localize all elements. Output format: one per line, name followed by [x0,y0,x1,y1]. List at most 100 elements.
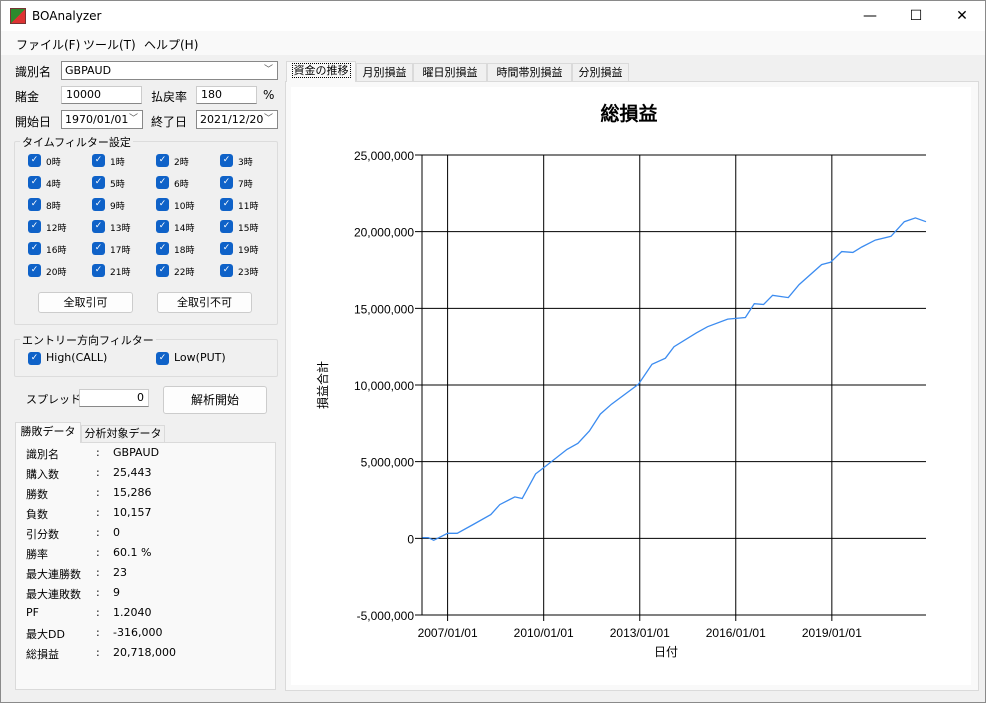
start-date-picker[interactable]: 1970/01/01 ﹀ [61,110,143,129]
result-value: 23 [113,566,127,579]
hour-8-label: 8時 [46,202,61,212]
hour-23-label: 23時 [238,268,259,278]
chart-tab-1[interactable]: 月別損益 [356,63,413,81]
y-tick-label: 25,000,000 [354,149,414,163]
high-checkbox[interactable]: ✓ [28,352,41,365]
all-on-button[interactable]: 全取引可 [38,292,133,313]
hour-16-label: 16時 [46,246,67,256]
result-value: 9 [113,586,120,599]
chevron-down-icon: ﹀ [263,114,273,124]
x-axis-label: 日付 [654,645,678,659]
low-label: Low(PUT) [174,351,226,364]
hour-20-checkbox[interactable]: ✓ [28,264,41,277]
hour-23-checkbox[interactable]: ✓ [220,264,233,277]
chart-tab-2[interactable]: 曜日別損益 [413,63,487,81]
symbol-value: GBPAUD [65,64,112,77]
x-tick-label: 2019/01/01 [802,626,862,640]
chart-tab-label: 資金の推移 [291,63,351,78]
hour-0-checkbox[interactable]: ✓ [28,154,41,167]
hour-2-checkbox[interactable]: ✓ [156,154,169,167]
hour-9-checkbox[interactable]: ✓ [92,198,105,211]
chevron-down-icon: ﹀ [128,114,138,124]
hour-2-label: 2時 [174,158,189,168]
chart-tab-0[interactable]: 資金の推移 [286,61,356,82]
hour-12-label: 12時 [46,224,67,234]
all-off-button[interactable]: 全取引不可 [157,292,252,313]
end-date-picker[interactable]: 2021/12/20 ﹀ [196,110,278,129]
result-value: 20,718,000 [113,646,176,659]
close-button[interactable]: ✕ [956,8,968,24]
hour-9-label: 9時 [110,202,125,212]
maximize-button[interactable]: ☐ [909,8,923,24]
result-value: 10,157 [113,506,152,519]
hour-15-checkbox[interactable]: ✓ [220,220,233,233]
hour-1-checkbox[interactable]: ✓ [92,154,105,167]
window-title: BOAnalyzer [32,9,102,23]
hour-7-checkbox[interactable]: ✓ [220,176,233,189]
spread-label: スプレッド [26,393,81,406]
hour-4-checkbox[interactable]: ✓ [28,176,41,189]
chart-tab-3[interactable]: 時間帯別損益 [487,63,572,81]
start-date-value: 1970/01/01 [65,113,129,126]
time-filter-title: タイムフィルター設定 [20,134,133,150]
hour-21-label: 21時 [110,268,131,278]
result-label: 識別名 [26,448,59,461]
hour-3-checkbox[interactable]: ✓ [220,154,233,167]
hour-14-label: 14時 [174,224,195,234]
minimize-button[interactable]: — [863,8,877,24]
hour-5-checkbox[interactable]: ✓ [92,176,105,189]
hour-12-checkbox[interactable]: ✓ [28,220,41,233]
menu-file[interactable]: ファイル(F) [16,38,81,52]
tab-analysis-data[interactable]: 分析対象データ [81,425,165,442]
result-colon: : [96,546,100,559]
entry-filter-title: エントリー方向フィルター [20,332,156,348]
hour-19-checkbox[interactable]: ✓ [220,242,233,255]
y-tick-label: 15,000,000 [354,302,414,316]
result-value: 0 [113,526,120,539]
start-date-label: 開始日 [15,115,52,129]
hour-17-checkbox[interactable]: ✓ [92,242,105,255]
result-value: GBPAUD [113,446,160,459]
menu-help[interactable]: ヘルプ(H) [144,38,199,52]
hour-16-checkbox[interactable]: ✓ [28,242,41,255]
hour-21-checkbox[interactable]: ✓ [92,264,105,277]
bet-input[interactable]: 10000 [61,86,142,104]
hour-18-checkbox[interactable]: ✓ [156,242,169,255]
end-date-label: 終了日 [151,115,188,129]
hour-10-checkbox[interactable]: ✓ [156,198,169,211]
hour-13-checkbox[interactable]: ✓ [92,220,105,233]
payout-label: 払戻率 [151,90,188,104]
hour-14-checkbox[interactable]: ✓ [156,220,169,233]
result-colon: : [96,526,100,539]
low-checkbox[interactable]: ✓ [156,352,169,365]
x-tick-label: 2016/01/01 [706,626,766,640]
result-label: 最大連敗数 [26,588,81,601]
symbol-select[interactable]: GBPAUD ﹀ [61,61,278,80]
end-date-value: 2021/12/20 [200,113,264,126]
result-label: 総損益 [26,648,59,661]
tab-win-loss[interactable]: 勝敗データ [15,422,81,443]
x-tick-label: 2010/01/01 [514,626,574,640]
hour-22-checkbox[interactable]: ✓ [156,264,169,277]
spread-input[interactable]: 0 [79,389,149,407]
hour-5-label: 5時 [110,180,125,190]
hour-8-checkbox[interactable]: ✓ [28,198,41,211]
chart-tab-4[interactable]: 分別損益 [572,63,629,81]
hour-11-checkbox[interactable]: ✓ [220,198,233,211]
result-value: -316,000 [113,626,163,639]
menu-bar: ファイル(F) ツール(T) ヘルプ(H) [1,31,985,55]
hour-1-label: 1時 [110,158,125,168]
menu-tools[interactable]: ツール(T) [83,38,136,52]
hour-10-label: 10時 [174,202,195,212]
bet-label: 賭金 [15,90,40,104]
hour-6-checkbox[interactable]: ✓ [156,176,169,189]
result-label: 最大DD [26,628,65,641]
chart-tab-label: 曜日別損益 [422,66,478,79]
analyze-button[interactable]: 解析開始 [163,386,267,414]
payout-input[interactable]: 180 [196,86,257,104]
hour-22-label: 22時 [174,268,195,278]
chart-tab-label: 時間帯別損益 [496,66,563,79]
result-label: 勝数 [26,488,48,501]
app-icon [10,8,26,24]
y-tick-label: 0 [407,532,414,546]
